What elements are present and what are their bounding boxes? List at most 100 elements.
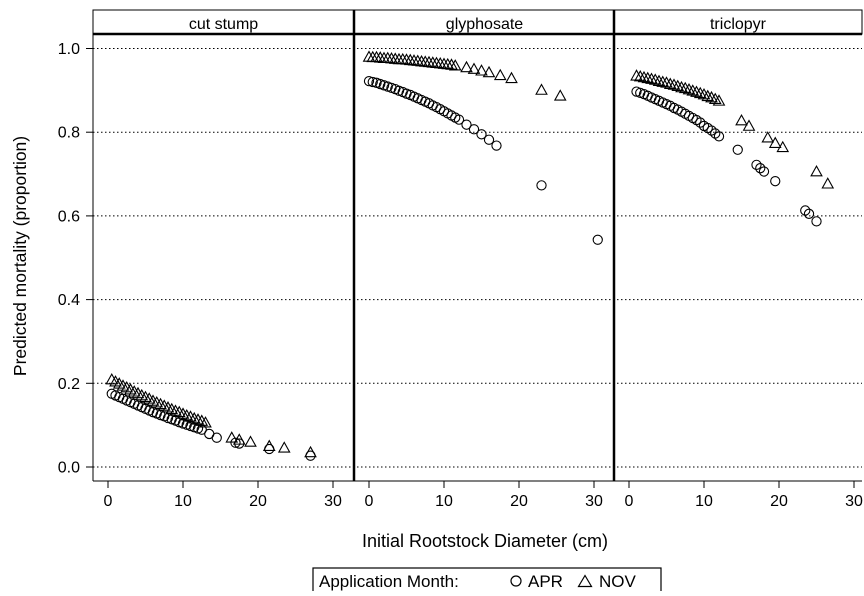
point-cut-stump-nov-20 bbox=[180, 408, 194, 421]
point-triclopyr-apr-23 bbox=[732, 144, 743, 155]
point-cut-stump-apr-26 bbox=[211, 432, 222, 443]
x-tick-label-triclopyr-30: 30 bbox=[845, 493, 863, 510]
point-glyphosate-nov-29 bbox=[505, 71, 518, 84]
point-cut-stump-nov-11 bbox=[146, 394, 160, 406]
point-glyphosate-nov-23 bbox=[448, 59, 462, 71]
point-glyphosate-apr-24 bbox=[453, 114, 465, 125]
point-glyphosate-nov-26 bbox=[475, 64, 488, 76]
x-tick-label-cut-stump-10: 10 bbox=[174, 493, 192, 510]
point-triclopyr-nov-24 bbox=[742, 119, 756, 131]
point-glyphosate-nov-27 bbox=[482, 65, 496, 78]
point-triclopyr-nov-5 bbox=[648, 73, 662, 85]
point-glyphosate-apr-27 bbox=[476, 129, 487, 140]
points-layer bbox=[105, 50, 835, 461]
point-triclopyr-nov-6 bbox=[652, 74, 666, 87]
point-triclopyr-apr-21 bbox=[710, 128, 721, 139]
point-glyphosate-nov-1 bbox=[366, 50, 380, 63]
point-triclopyr-nov-8 bbox=[660, 76, 673, 88]
point-triclopyr-nov-14 bbox=[682, 82, 696, 95]
point-cut-stump-nov-15 bbox=[161, 401, 175, 413]
panel-frames: cut stump glyphosate triclopyr bbox=[92, 9, 863, 482]
point-cut-stump-nov-16 bbox=[165, 402, 179, 415]
legend-box bbox=[312, 567, 662, 595]
point-triclopyr-nov-22 bbox=[712, 94, 726, 106]
legend-nov-label: NOV bbox=[599, 572, 637, 591]
point-glyphosate-apr-1 bbox=[367, 76, 378, 88]
point-glyphosate-apr-29 bbox=[491, 140, 502, 151]
legend-apr-label: APR bbox=[528, 572, 563, 591]
point-cut-stump-nov-24 bbox=[195, 414, 209, 426]
y-tick-label-1-0: 1.0 bbox=[58, 41, 80, 58]
point-triclopyr-nov-10 bbox=[667, 78, 681, 90]
point-triclopyr-nov-11 bbox=[671, 79, 685, 92]
point-triclopyr-nov-26 bbox=[768, 136, 782, 148]
point-triclopyr-nov-23 bbox=[735, 113, 748, 126]
legend-apr-marker bbox=[510, 575, 522, 587]
point-triclopyr-nov-17 bbox=[693, 86, 707, 99]
point-triclopyr-apr-24 bbox=[751, 159, 762, 170]
axes-layer: 0 10 20 30 0 10 20 30 0 10 20 30 0.0 0.2 0.4 0.6 0.8 1.0 bbox=[58, 41, 863, 510]
point-glyphosate-nov-22 bbox=[445, 58, 458, 70]
point-triclopyr-apr-26 bbox=[758, 166, 770, 177]
point-glyphosate-apr-31 bbox=[592, 234, 603, 245]
x-tick-label-glyphosate-10: 10 bbox=[435, 493, 453, 510]
point-cut-stump-nov-30 bbox=[277, 441, 291, 453]
y-axis-label: Predicted mortality (proportion) bbox=[10, 136, 30, 376]
point-cut-stump-nov-25 bbox=[199, 416, 212, 428]
point-cut-stump-nov-31 bbox=[304, 445, 317, 458]
x-tick-label-cut-stump-30: 30 bbox=[324, 493, 342, 510]
point-cut-stump-nov-26 bbox=[225, 431, 239, 443]
point-triclopyr-apr-17 bbox=[695, 117, 706, 128]
x-tick-label-triclopyr-10: 10 bbox=[695, 493, 713, 510]
x-tick-label-triclopyr-0: 0 bbox=[625, 493, 634, 510]
point-cut-stump-nov-18 bbox=[172, 405, 186, 418]
point-triclopyr-nov-15 bbox=[686, 84, 700, 96]
point-triclopyr-nov-19 bbox=[701, 89, 715, 102]
x-tick-label-triclopyr-20: 20 bbox=[770, 493, 788, 510]
point-triclopyr-apr-29 bbox=[803, 208, 815, 219]
point-triclopyr-nov-28 bbox=[810, 165, 823, 177]
point-cut-stump-nov-19 bbox=[176, 407, 190, 419]
strip-triclopyr bbox=[613, 9, 863, 35]
y-tick-label-0-6: 0.6 bbox=[58, 208, 80, 225]
grid-layer bbox=[93, 48, 862, 468]
point-cut-stump-nov-17 bbox=[169, 404, 182, 416]
point-cut-stump-nov-3 bbox=[116, 379, 130, 391]
x-tick-label-cut-stump-20: 20 bbox=[249, 493, 267, 510]
point-cut-stump-nov-8 bbox=[135, 388, 149, 401]
point-glyphosate-nov-24 bbox=[460, 60, 473, 73]
point-triclopyr-apr-25 bbox=[755, 163, 766, 174]
point-triclopyr-apr-30 bbox=[811, 216, 822, 227]
y-tick-label-0-0: 0.0 bbox=[58, 460, 80, 477]
strip-label-cut-stump: cut stump bbox=[189, 16, 258, 33]
legend: Application Month: APR NOV bbox=[312, 567, 662, 595]
x-tick-label-cut-stump-0: 0 bbox=[104, 493, 113, 510]
point-glyphosate-nov-30 bbox=[535, 83, 548, 95]
point-triclopyr-apr-27 bbox=[770, 176, 781, 187]
x-tick-label-glyphosate-30: 30 bbox=[585, 493, 603, 510]
point-triclopyr-nov-18 bbox=[697, 88, 711, 100]
point-cut-stump-nov-9 bbox=[139, 390, 152, 402]
x-axis-label: Initial Rootstock Diameter (cm) bbox=[362, 531, 608, 551]
point-cut-stump-nov-6 bbox=[127, 385, 141, 397]
point-glyphosate-apr-25 bbox=[461, 119, 472, 130]
point-triclopyr-nov-25 bbox=[761, 131, 775, 143]
point-triclopyr-apr-28 bbox=[800, 205, 811, 216]
point-triclopyr-nov-9 bbox=[663, 77, 677, 89]
point-triclopyr-nov-2 bbox=[637, 70, 651, 83]
point-cut-stump-nov-28 bbox=[244, 435, 257, 447]
point-triclopyr-nov-21 bbox=[708, 92, 722, 105]
point-triclopyr-apr-22 bbox=[713, 131, 725, 142]
strip-label-glyphosate: glyphosate bbox=[446, 16, 523, 33]
point-triclopyr-nov-1 bbox=[633, 70, 647, 82]
point-glyphosate-apr-0 bbox=[363, 75, 375, 87]
point-cut-stump-nov-14 bbox=[157, 399, 171, 411]
point-cut-stump-nov-21 bbox=[184, 410, 197, 422]
point-glyphosate-apr-28 bbox=[483, 134, 495, 145]
point-triclopyr-nov-27 bbox=[776, 140, 790, 153]
point-cut-stump-nov-23 bbox=[191, 413, 205, 425]
point-triclopyr-nov-13 bbox=[678, 81, 692, 94]
x-tick-label-glyphosate-20: 20 bbox=[510, 493, 528, 510]
y-tick-label-0-8: 0.8 bbox=[58, 125, 80, 142]
